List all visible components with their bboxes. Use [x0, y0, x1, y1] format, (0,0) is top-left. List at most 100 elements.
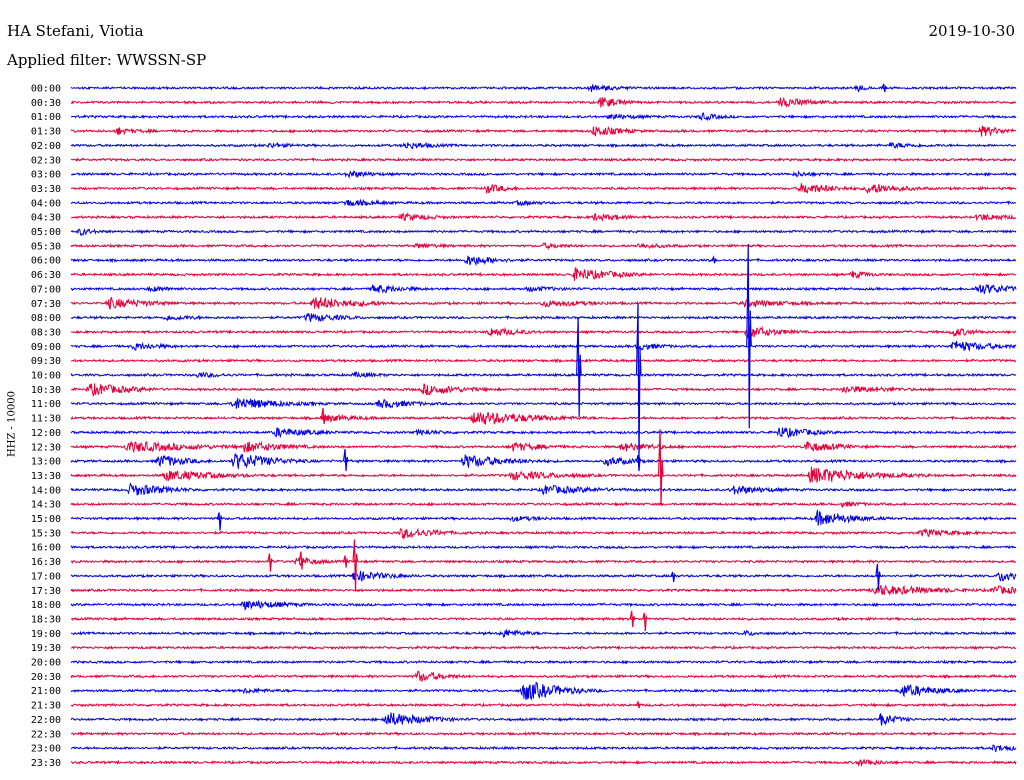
tick-label-03-30: 03:30: [31, 184, 61, 195]
tick-label-16-30: 16:30: [31, 557, 61, 568]
event-spike-16: [629, 610, 636, 628]
tick-label-19-30: 19:30: [31, 643, 61, 654]
trace-line-08-00: [70, 313, 1017, 322]
tick-label-11-00: 11:00: [31, 399, 61, 410]
tick-label-10-30: 10:30: [31, 385, 61, 396]
tick-label-01-30: 01:30: [31, 127, 61, 138]
trace-line-03-30: [71, 183, 1017, 195]
tick-label-08-00: 08:00: [31, 313, 61, 324]
trace-line-18-00: [70, 599, 1017, 611]
event-spike-12: [342, 555, 349, 568]
trace-line-04-00: [70, 198, 1017, 207]
trace-line-08-30: [70, 325, 1017, 339]
trace-line-10-00: [70, 371, 1017, 379]
tick-label-08-30: 08:30: [31, 327, 61, 338]
trace-line-01-30: [70, 125, 1017, 137]
filter-label: Applied filter: WWSSN-SP: [7, 51, 207, 69]
event-spike-9: [216, 512, 223, 531]
tick-label-15-30: 15:30: [31, 528, 61, 539]
trace-line-11-00: [70, 397, 1017, 409]
trace-line-20-30: [70, 670, 1017, 683]
event-spike-10: [267, 553, 274, 572]
trace-line-00-00: [70, 84, 1017, 93]
event-spike-15: [875, 563, 881, 590]
trace-line-13-30: [70, 466, 1017, 484]
tick-label-03-00: 03:00: [31, 170, 61, 181]
event-spike-0: [881, 83, 888, 93]
tick-label-02-30: 02:30: [31, 155, 61, 166]
tick-label-04-00: 04:00: [31, 198, 61, 209]
tick-label-18-30: 18:30: [31, 614, 61, 625]
trace-line-04-30: [70, 212, 1016, 223]
tick-label-22-30: 22:30: [31, 729, 61, 740]
trace-line-05-30: [70, 241, 1017, 251]
tick-label-06-30: 06:30: [31, 270, 61, 281]
event-spike-2: [746, 244, 752, 429]
tick-label-20-00: 20:00: [31, 658, 61, 669]
tick-label-16-00: 16:00: [31, 543, 61, 554]
tick-label-23-30: 23:30: [31, 758, 61, 769]
trace-line-09-00: [70, 340, 1017, 352]
tick-label-18-00: 18:00: [31, 600, 61, 611]
event-spike-3: [576, 316, 582, 418]
trace-line-22-00: [70, 712, 1017, 726]
tick-label-00-00: 00:00: [31, 84, 61, 95]
tick-label-23-00: 23:00: [31, 744, 61, 755]
event-spike-11: [298, 551, 305, 570]
event-spike-13: [352, 539, 359, 592]
tick-label-21-00: 21:00: [31, 686, 61, 697]
tick-label-11-30: 11:30: [31, 414, 61, 425]
trace-line-02-00: [70, 141, 1016, 150]
tick-label-22-00: 22:00: [31, 715, 61, 726]
trace-line-21-00: [70, 681, 1017, 701]
trace-line-23-30: [70, 758, 1017, 767]
trace-line-07-00: [70, 283, 1017, 295]
event-spike-7: [635, 454, 642, 472]
tick-label-group: 00:00 00:30 01:00 01:30 02:00 02:30 03:00 03:30…: [31, 84, 61, 769]
trace-line-22-30: [70, 731, 1017, 737]
trace-line-14-30: [70, 500, 1017, 508]
trace-line-12-00: [70, 426, 1017, 439]
tick-label-05-30: 05:30: [31, 241, 61, 252]
tick-label-09-30: 09:30: [31, 356, 61, 367]
tick-label-05-00: 05:00: [31, 227, 61, 238]
trace-line-06-30: [70, 267, 1017, 281]
trace-line-23-00: [70, 744, 1017, 752]
tick-label-17-30: 17:30: [31, 586, 61, 597]
tick-label-09-00: 09:00: [31, 342, 61, 353]
tick-label-10-00: 10:00: [31, 371, 61, 382]
tick-label-17-00: 17:00: [31, 571, 61, 582]
tick-label-14-00: 14:00: [31, 485, 61, 496]
trace-line-16-30: [70, 556, 1017, 567]
tick-label-07-30: 07:30: [31, 299, 61, 310]
tick-label-19-00: 19:00: [31, 629, 61, 640]
event-spike-14: [670, 571, 677, 582]
trace-line-15-00: [70, 508, 1017, 526]
trace-line-05-00: [70, 228, 1017, 237]
trace-line-01-00: [70, 112, 1017, 122]
trace-line-21-30: [70, 702, 1017, 708]
tick-label-13-00: 13:00: [31, 457, 61, 468]
event-spike-8: [657, 429, 664, 506]
trace-line-12-30: [70, 440, 1017, 454]
tick-label-04-30: 04:30: [31, 213, 61, 224]
tick-label-14-30: 14:30: [31, 500, 61, 511]
tick-label-06-00: 06:00: [31, 256, 61, 267]
event-spike-4: [635, 302, 642, 464]
tick-label-12-00: 12:00: [31, 428, 61, 439]
trace-line-13-00: [70, 453, 1017, 469]
trace-line-10-30: [71, 383, 1017, 398]
event-spike-19: [878, 713, 885, 726]
trace-line-07-30: [70, 296, 1017, 310]
trace-line-18-30: [70, 616, 1017, 622]
trace-line-14-00: [70, 482, 1017, 496]
trace-line-09-30: [70, 357, 1017, 364]
trace-line-19-30: [70, 644, 1017, 651]
event-spike-18: [635, 700, 642, 709]
trace-line-20-00: [70, 659, 1017, 665]
date-label: 2019-10-30: [928, 22, 1015, 40]
tick-label-07-00: 07:00: [31, 284, 61, 295]
trace-line-11-30: [70, 411, 1016, 425]
trace-line-17-00: [70, 570, 1017, 582]
